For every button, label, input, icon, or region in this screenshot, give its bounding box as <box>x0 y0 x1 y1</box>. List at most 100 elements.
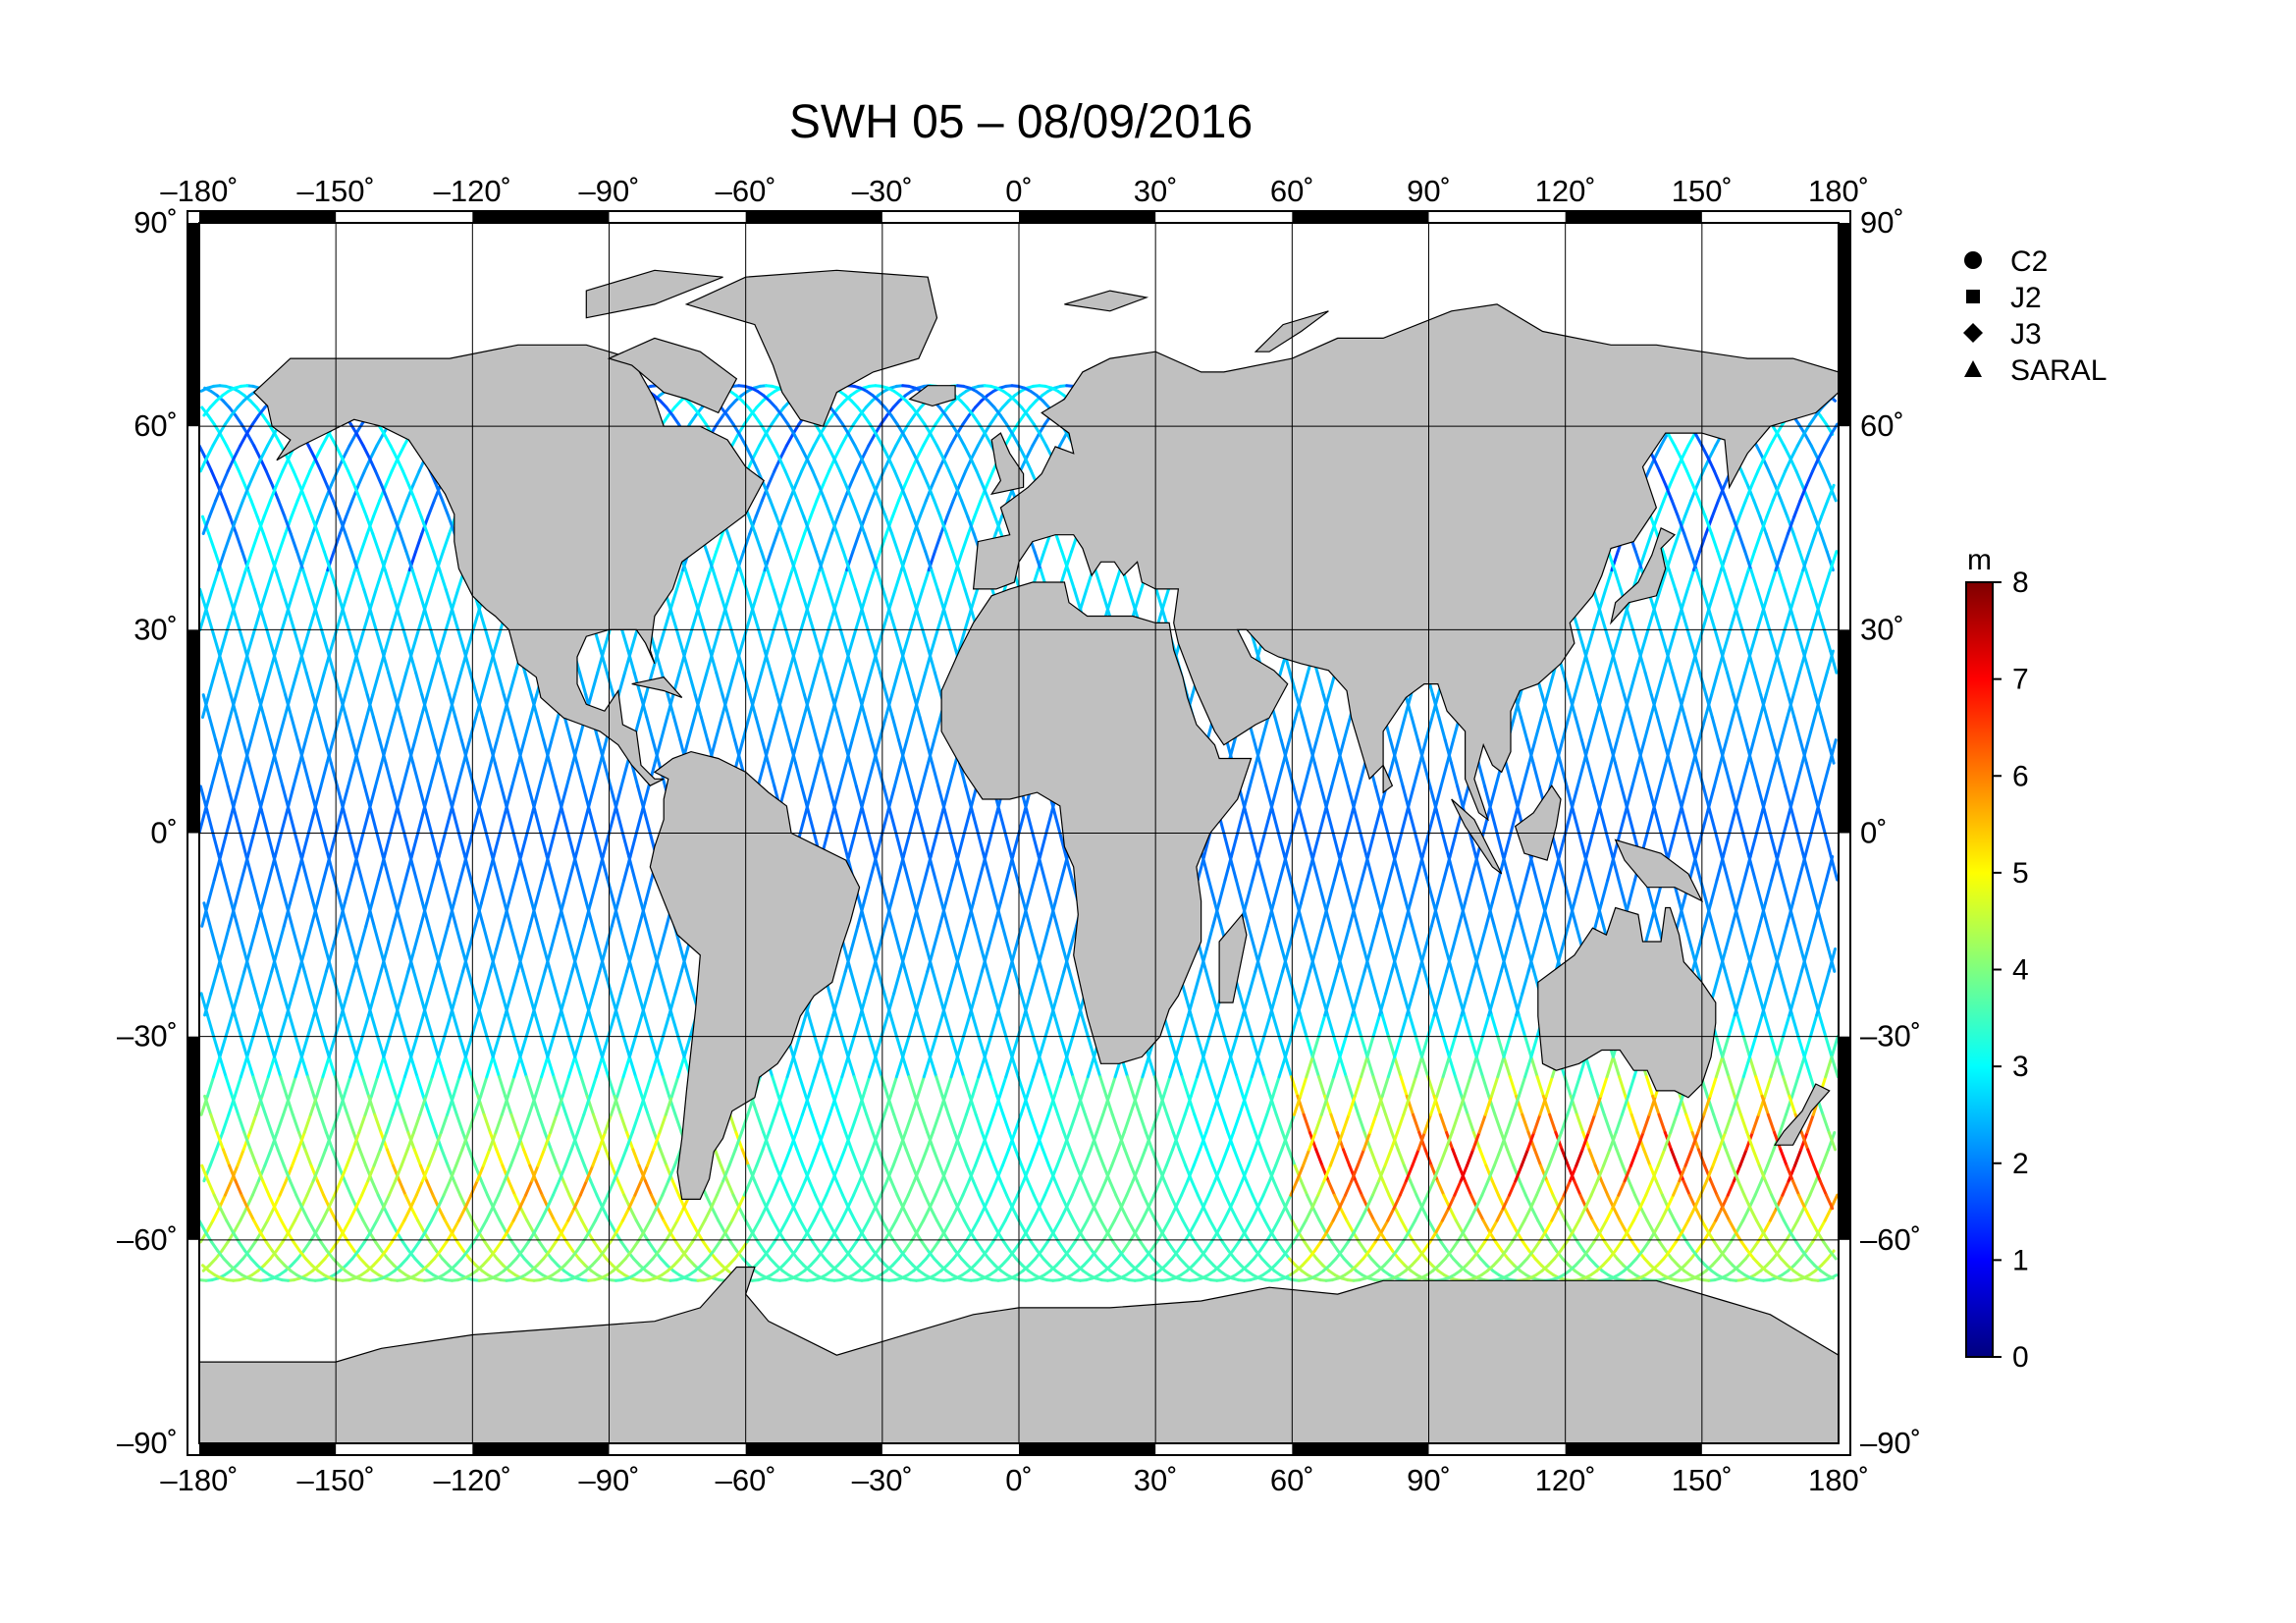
track-segment <box>446 901 455 928</box>
track-segment <box>350 1249 360 1261</box>
track-segment <box>522 716 532 742</box>
track-segment <box>415 1013 425 1038</box>
track-segment <box>1805 1112 1815 1134</box>
track-segment <box>334 444 344 460</box>
track-segment <box>775 406 786 417</box>
track-segment <box>492 1207 502 1222</box>
track-segment <box>709 649 719 675</box>
track-segment <box>242 947 252 973</box>
track-segment <box>587 808 598 835</box>
track-segment <box>292 469 301 487</box>
track-segment <box>268 738 279 765</box>
track-segment <box>261 532 272 554</box>
track-segment <box>211 832 221 858</box>
track-segment <box>342 1218 351 1234</box>
track-segment <box>500 1094 509 1116</box>
track-segment <box>664 1094 673 1116</box>
track-segment <box>436 1193 446 1211</box>
track-segment <box>303 924 313 950</box>
track-segment <box>448 1163 458 1183</box>
track-segment <box>866 568 876 591</box>
track-segment <box>807 1013 817 1038</box>
track-segment <box>858 406 868 417</box>
track-segment <box>563 924 573 950</box>
track-segment <box>360 1179 370 1197</box>
track-segment <box>268 1249 279 1261</box>
track-segment <box>780 671 790 697</box>
track-segment <box>670 1013 680 1038</box>
track-segment <box>453 1179 462 1197</box>
track-segment <box>580 808 590 835</box>
track-segment <box>221 1112 231 1134</box>
track-segment <box>383 628 393 653</box>
track-segment <box>410 568 420 591</box>
track-segment <box>891 399 901 409</box>
track-segment <box>780 1179 790 1197</box>
track-segment <box>440 924 450 950</box>
track-segment <box>357 1112 367 1134</box>
track-segment <box>441 1257 451 1268</box>
track-segment <box>383 1207 393 1222</box>
track-segment <box>1796 1055 1806 1079</box>
track-segment <box>291 969 301 996</box>
track-segment <box>369 1075 380 1098</box>
track-segment <box>545 1193 555 1211</box>
track-segment <box>636 1094 647 1116</box>
track-segment <box>498 808 507 835</box>
map-title: SWH 05 – 08/09/2016 <box>789 96 1253 148</box>
track-segment <box>649 1034 659 1058</box>
track-segment <box>643 1013 653 1038</box>
track-segment <box>443 1075 453 1098</box>
track-segment <box>812 432 822 448</box>
track-segment <box>1726 1179 1735 1197</box>
track-segment <box>717 1218 726 1234</box>
track-segment <box>495 716 506 742</box>
track-segment <box>530 1163 540 1183</box>
track-segment <box>294 854 304 882</box>
track-segment <box>479 878 490 905</box>
track-segment <box>411 761 421 788</box>
track-segment <box>821 469 831 487</box>
track-segment <box>723 608 733 632</box>
track-segment <box>375 1207 385 1222</box>
track-segment <box>367 456 377 473</box>
track-segment <box>362 587 372 612</box>
track-segment <box>890 499 900 518</box>
track-segment <box>317 716 327 742</box>
track-segment <box>400 924 409 950</box>
track-segment <box>550 716 560 742</box>
track-segment <box>454 1257 463 1268</box>
track-segment <box>234 413 243 426</box>
track-segment <box>651 738 661 765</box>
track-segment <box>832 587 842 612</box>
track-segment <box>503 1163 512 1183</box>
track-segment <box>888 444 898 460</box>
track-segment <box>252 608 263 632</box>
track-segment <box>881 1218 890 1234</box>
track-segment <box>702 1240 712 1253</box>
track-segment <box>279 1075 289 1098</box>
track-segment <box>905 1257 915 1268</box>
track-segment <box>883 1163 893 1183</box>
track-segment <box>502 693 512 719</box>
track-segment <box>280 608 290 632</box>
track-segment <box>823 716 833 742</box>
track-segment <box>284 1163 294 1183</box>
track-segment <box>457 1034 467 1058</box>
track-segment <box>652 947 663 973</box>
track-segment <box>344 532 353 554</box>
track-segment <box>676 1034 686 1058</box>
track-segment <box>336 784 346 812</box>
track-segment <box>590 1257 600 1268</box>
track-segment <box>892 1112 902 1134</box>
track-segment <box>576 924 586 950</box>
track-segment <box>610 1094 619 1116</box>
track-segment <box>669 1218 679 1234</box>
track-segment <box>870 483 880 503</box>
track-segment <box>367 992 377 1017</box>
track-segment <box>645 716 655 742</box>
track-segment <box>534 878 544 905</box>
track-segment <box>427 924 437 950</box>
track-segment <box>247 761 257 788</box>
track-segment <box>518 1055 528 1079</box>
